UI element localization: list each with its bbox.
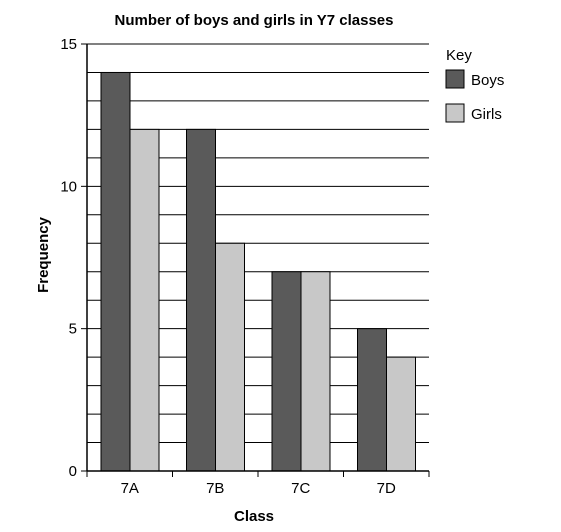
chart-title: Number of boys and girls in Y7 classes	[115, 12, 394, 29]
x-tick-label: 7C	[291, 480, 310, 497]
legend-swatch-boys	[445, 69, 465, 89]
bar-girls-7d	[386, 356, 416, 472]
x-tick-labels: 7A 7B 7C 7D	[121, 480, 396, 497]
bars	[100, 71, 416, 472]
y-tick-label: 10	[60, 178, 77, 195]
y-tick-label: 5	[69, 321, 77, 338]
y-tick-label: 0	[69, 463, 77, 480]
bar-boys-7b	[186, 128, 216, 472]
bar-girls-7c	[300, 271, 331, 472]
legend-swatch-girls	[445, 103, 465, 123]
legend: Key Boys Girls	[445, 47, 504, 123]
bar-boys-7a	[100, 71, 131, 472]
legend-title: Key	[446, 47, 472, 64]
bar-girls-7a	[129, 128, 160, 472]
axes	[81, 43, 430, 477]
legend-label-girls: Girls	[471, 106, 502, 123]
x-tick-label: 7D	[377, 480, 396, 497]
x-tick-label: 7B	[206, 480, 224, 497]
y-tick-labels: 0 5 10 15	[60, 36, 77, 480]
y-axis-label: Frequency	[35, 216, 52, 293]
bar-boys-7c	[271, 271, 302, 472]
x-axis-label: Class	[234, 508, 274, 525]
legend-label-boys: Boys	[471, 72, 504, 89]
bar-girls-7b	[215, 242, 245, 472]
y-tick-label: 15	[60, 36, 77, 53]
bar-boys-7d	[357, 328, 387, 472]
x-tick-label: 7A	[121, 480, 139, 497]
